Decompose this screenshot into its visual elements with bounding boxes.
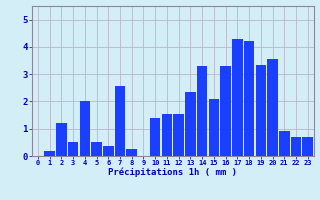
Bar — [173, 114, 184, 156]
Bar — [302, 137, 313, 156]
X-axis label: Précipitations 1h ( mm ): Précipitations 1h ( mm ) — [108, 168, 237, 177]
Bar — [115, 86, 125, 156]
Bar — [291, 137, 301, 156]
Bar — [68, 142, 78, 156]
Bar — [103, 146, 114, 156]
Bar — [44, 151, 55, 156]
Bar — [91, 142, 102, 156]
Bar — [244, 41, 254, 156]
Bar — [279, 131, 290, 156]
Bar — [197, 66, 207, 156]
Bar — [209, 99, 219, 156]
Bar — [256, 65, 266, 156]
Bar — [267, 59, 278, 156]
Bar — [162, 114, 172, 156]
Bar — [232, 39, 243, 156]
Bar — [80, 101, 90, 156]
Bar — [126, 149, 137, 156]
Bar — [220, 66, 231, 156]
Bar — [185, 92, 196, 156]
Bar — [150, 118, 161, 156]
Bar — [56, 123, 67, 156]
